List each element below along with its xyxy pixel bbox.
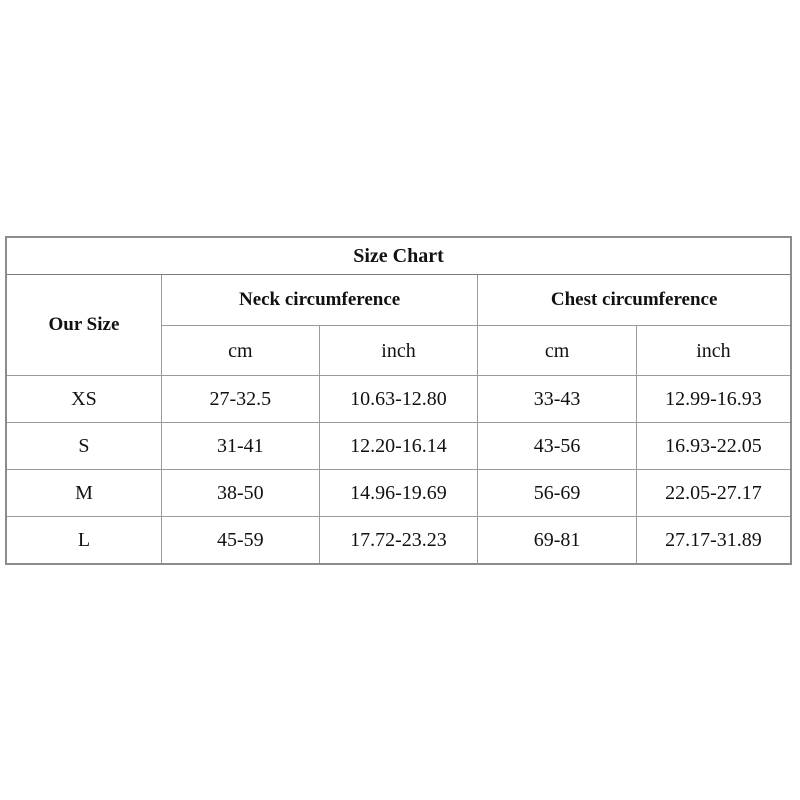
column-group-neck-circumference: Neck circumference [160,274,479,326]
size-chart-container: Size Chart Our Size Neck circumference C… [5,236,792,565]
group-header-row: Our Size Neck circumference Chest circum… [5,274,792,376]
table-title-row: Size Chart [5,236,792,275]
size-label: XS [5,375,162,423]
size-label: L [5,516,162,565]
chest-inch-value: 16.93-22.05 [635,422,792,470]
chest-cm-value: 43-56 [477,422,637,470]
unit-header-neck-inch: inch [318,325,479,376]
column-header-our-size: Our Size [5,274,162,376]
chest-inch-value: 12.99-16.93 [635,375,792,423]
neck-cm-value: 27-32.5 [160,375,320,423]
chest-cm-value: 69-81 [477,516,637,565]
neck-inch-value: 14.96-19.69 [318,469,479,517]
neck-cm-value: 38-50 [160,469,320,517]
chest-inch-value: 27.17-31.89 [635,516,792,565]
table-row-s: S 31-41 12.20-16.14 43-56 16.93-22.05 [5,422,792,470]
chest-cm-value: 56-69 [477,469,637,517]
neck-inch-value: 12.20-16.14 [318,422,479,470]
chest-cm-value: 33-43 [477,375,637,423]
chest-inch-value: 22.05-27.17 [635,469,792,517]
size-label: M [5,469,162,517]
unit-header-row: cm inch cm inch [6,325,792,376]
table-row-m: M 38-50 14.96-19.69 56-69 22.05-27.17 [5,469,792,517]
table-row-l: L 45-59 17.72-23.23 69-81 27.17-31.89 [5,516,792,565]
unit-header-chest-cm: cm [477,325,637,376]
neck-inch-value: 17.72-23.23 [318,516,479,565]
unit-header-chest-inch: inch [635,325,792,376]
neck-inch-value: 10.63-12.80 [318,375,479,423]
column-group-chest-circumference: Chest circumference [477,274,792,326]
size-chart-table: Size Chart Our Size Neck circumference C… [5,236,792,565]
size-label: S [5,422,162,470]
unit-header-neck-cm: cm [160,325,320,376]
table-row-xs: XS 27-32.5 10.63-12.80 33-43 12.99-16.93 [5,375,792,423]
table-title: Size Chart [5,236,792,275]
neck-cm-value: 31-41 [160,422,320,470]
neck-cm-value: 45-59 [160,516,320,565]
